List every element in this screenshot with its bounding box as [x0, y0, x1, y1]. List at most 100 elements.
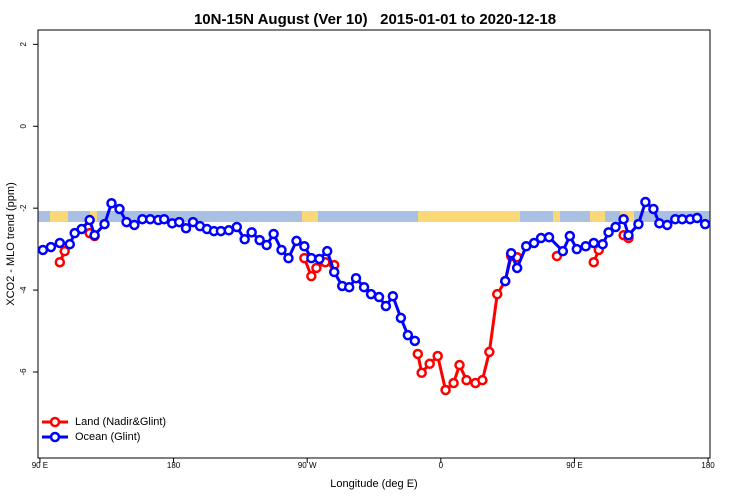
x-tick-label: 180 [701, 461, 715, 470]
y-tick-label: -2 [19, 204, 28, 212]
data-point [618, 213, 629, 225]
data-point [543, 231, 555, 243]
data-point [412, 348, 424, 360]
y-tick-label: 0 [19, 123, 28, 128]
data-point [246, 227, 257, 238]
ocean-band [38, 211, 710, 222]
data-point [691, 212, 703, 224]
data-point [661, 219, 673, 231]
data-point [89, 229, 100, 241]
legend-marker [49, 416, 61, 428]
y-tick-label: 2 [19, 42, 28, 47]
data-point [311, 262, 322, 274]
data-point [402, 329, 414, 341]
data-point [54, 256, 66, 268]
data-point [283, 252, 294, 264]
data-point [114, 203, 125, 215]
legend-marker [49, 431, 61, 443]
data-point [239, 234, 250, 245]
data-point [306, 252, 317, 264]
data-point [45, 241, 57, 253]
data-point [432, 350, 443, 362]
data-point [557, 245, 569, 257]
data-point [623, 229, 634, 241]
data-point [84, 214, 95, 226]
data-point [106, 197, 117, 209]
x-axis-label: Longitude (deg E) [330, 478, 417, 490]
data-point [395, 312, 407, 324]
land-band [302, 211, 318, 222]
data-point [173, 216, 185, 228]
data-point [440, 384, 451, 396]
data-point [409, 335, 421, 347]
data-point [640, 196, 651, 208]
land-band [50, 211, 68, 222]
legend-label: Land (Nadir&Glint) [75, 416, 166, 428]
data-point [633, 218, 644, 230]
data-point [76, 223, 87, 235]
y-tick-label: -6 [19, 368, 28, 376]
data-point [505, 247, 517, 259]
data-point [99, 218, 110, 230]
land-band [418, 211, 520, 222]
data-point [571, 243, 583, 255]
data-point [500, 275, 511, 287]
y-tick-label: -4 [19, 286, 28, 294]
data-point [535, 232, 547, 244]
plot-frame [37, 29, 711, 459]
data-point [597, 238, 608, 250]
data-point [358, 281, 370, 293]
data-point [268, 228, 279, 240]
data-point [588, 237, 599, 249]
data-point [276, 244, 287, 256]
data-point [424, 358, 435, 370]
data-point [448, 377, 459, 389]
x-tick-label: 0 [439, 461, 444, 470]
x-tick-label: 90 E [32, 461, 48, 470]
land-band [553, 211, 560, 222]
y-axis-label: XCO2 - MLO trend (ppm) [5, 182, 17, 305]
data-point [299, 241, 310, 252]
data-point [343, 281, 355, 293]
data-point [180, 222, 192, 234]
data-point [528, 237, 540, 249]
data-point [373, 291, 385, 303]
data-point [291, 235, 302, 247]
data-point [491, 288, 503, 300]
data-point [511, 262, 523, 274]
data-point [588, 256, 599, 268]
data-point [610, 221, 621, 233]
data-point [314, 253, 325, 265]
data-point [564, 230, 576, 242]
series-line [58, 231, 630, 393]
data-point [350, 272, 362, 284]
data-point [64, 238, 76, 250]
data-point [321, 245, 333, 257]
chart-title: 10N-15N August (Ver 10) 2015-01-01 to 20… [194, 11, 556, 28]
x-tick-label: 90 E [566, 461, 582, 470]
data-point [699, 218, 711, 230]
data-point [129, 219, 140, 231]
land-band [590, 211, 605, 222]
data-point [454, 359, 465, 371]
data-point [484, 346, 495, 358]
data-point [477, 374, 488, 386]
data-point [306, 270, 317, 282]
data-point [231, 221, 243, 233]
data-point [158, 213, 170, 225]
x-tick-label: 90 W [298, 461, 317, 470]
data-point [387, 290, 399, 302]
data-point [59, 245, 70, 257]
legend-label: Ocean (Glint) [75, 431, 140, 443]
x-tick-label: 180 [167, 461, 181, 470]
data-point [254, 234, 265, 246]
data-point [261, 239, 272, 251]
data-point [603, 227, 614, 238]
data-point [380, 300, 392, 312]
data-point [416, 367, 427, 379]
data-point [328, 266, 340, 278]
data-point [144, 213, 156, 225]
data-point [54, 237, 66, 249]
